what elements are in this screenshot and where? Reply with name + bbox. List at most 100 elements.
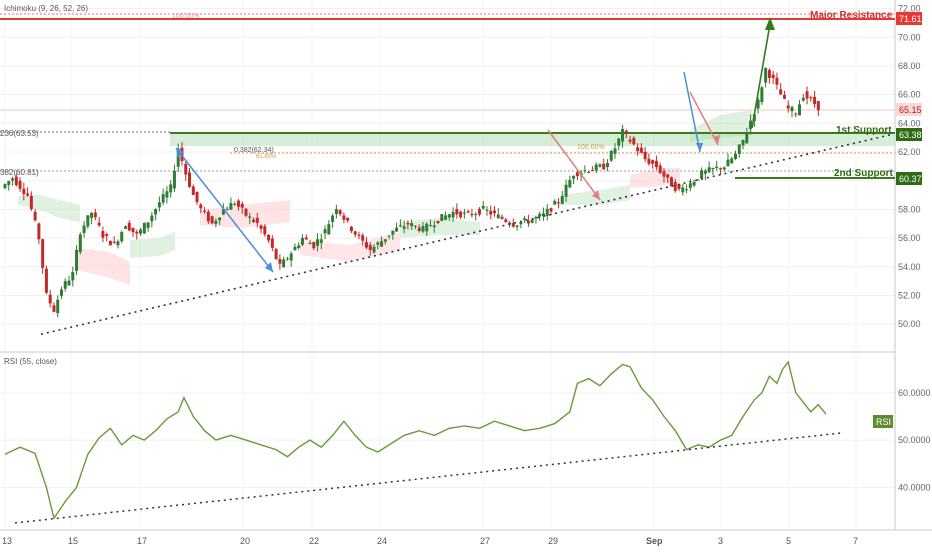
candle-body	[135, 231, 139, 234]
second-support-label: 2nd Support	[834, 168, 894, 179]
candle-body	[338, 210, 342, 215]
candle-body	[364, 242, 368, 248]
candle-body	[78, 234, 82, 253]
candle-body	[282, 259, 286, 268]
red-arrow-1-head	[592, 190, 600, 200]
candle-body	[440, 214, 444, 221]
price-tick-label: 66.00	[898, 90, 921, 100]
candle-body	[372, 246, 376, 253]
candle-body	[387, 235, 391, 237]
candle-body	[602, 163, 606, 170]
candle-body	[455, 209, 459, 215]
candle-body	[82, 225, 86, 233]
rsi-tick-label: 50.0000	[898, 435, 931, 445]
candle-body	[749, 120, 753, 129]
candle-body	[538, 213, 542, 217]
candle-body	[210, 216, 214, 224]
fib-100-label: 100.00%	[577, 144, 605, 151]
time-tick-label: 5	[786, 536, 791, 546]
second-support-price-tag-text: 60.37	[899, 174, 922, 184]
price-tick-label: 54.00	[898, 262, 921, 272]
candle-body	[786, 105, 790, 109]
last-price-tag	[896, 103, 922, 116]
candle-body	[263, 226, 267, 235]
candle-body	[316, 239, 320, 246]
candle-body	[221, 209, 225, 215]
time-tick-label: 3	[718, 536, 723, 546]
candle-body	[643, 151, 647, 160]
candle-body	[568, 180, 572, 188]
candle-body	[169, 184, 173, 193]
candle-body	[18, 180, 22, 189]
candle-body	[116, 241, 120, 246]
resistance-price-tag	[896, 12, 922, 25]
candle-body	[101, 231, 105, 238]
candle-body	[493, 210, 497, 214]
candles	[3, 67, 820, 318]
candle-body	[108, 240, 112, 246]
candle-body	[669, 177, 673, 187]
candle-body	[726, 159, 730, 167]
candle-body	[312, 242, 316, 249]
candle-body	[97, 222, 101, 226]
candle-body	[816, 101, 820, 111]
candle-body	[662, 171, 666, 177]
candle-body	[406, 222, 410, 225]
candle-body	[293, 246, 297, 251]
candle-body	[703, 170, 707, 174]
first-support-label: 1st Support	[836, 125, 892, 136]
candle-body	[402, 226, 406, 229]
candle-body	[764, 68, 768, 83]
price-tick-label: 70.00	[898, 32, 921, 42]
candle-body	[639, 147, 643, 153]
candle-body	[756, 99, 760, 109]
candle-body	[798, 104, 802, 116]
candle-body	[391, 230, 395, 235]
blue-arrow-1-head-b	[265, 262, 273, 272]
candle-body	[150, 215, 154, 222]
candle-body	[421, 226, 425, 232]
candle-body	[146, 222, 150, 228]
candle-body	[297, 245, 301, 248]
candle-body	[11, 178, 15, 181]
candle-body	[523, 218, 527, 220]
red-arrow-2-head	[713, 135, 720, 145]
candle-body	[75, 249, 79, 271]
candle-body	[624, 130, 628, 134]
rsi-label: RSI (55, close)	[4, 357, 57, 366]
time-tick-label: 17	[137, 536, 147, 546]
candle-body	[677, 184, 681, 189]
candle-body	[398, 225, 402, 227]
candle-body	[395, 227, 399, 232]
candle-body	[308, 242, 312, 245]
candle-body	[225, 209, 229, 211]
time-tick-label: 20	[240, 536, 250, 546]
candle-body	[203, 210, 207, 212]
time-tick-label: 22	[309, 536, 319, 546]
price-tick-label: 56.00	[898, 233, 921, 243]
blue-arrow-1-head-a	[176, 148, 184, 158]
candle-body	[86, 215, 90, 227]
cloud-bear-1	[78, 248, 130, 285]
candle-body	[673, 181, 677, 191]
candle-body	[410, 223, 414, 227]
candle-body	[289, 253, 293, 261]
candle-body	[127, 222, 131, 231]
candle-body	[67, 280, 71, 286]
candle-body	[621, 128, 625, 142]
candle-body	[304, 237, 308, 240]
candle-body	[240, 203, 244, 208]
candle-body	[666, 174, 670, 178]
candle-body	[575, 172, 579, 177]
candle-body	[496, 214, 500, 219]
candle-body	[417, 227, 421, 232]
candle-body	[14, 176, 18, 186]
candle-body	[48, 294, 52, 304]
candle-body	[233, 203, 237, 205]
rsi-tag	[873, 415, 893, 428]
second-support-price-tag	[896, 172, 922, 185]
candle-body	[44, 268, 48, 293]
candle-body	[29, 195, 33, 210]
candle-body	[123, 226, 127, 229]
candle-body	[813, 96, 817, 105]
